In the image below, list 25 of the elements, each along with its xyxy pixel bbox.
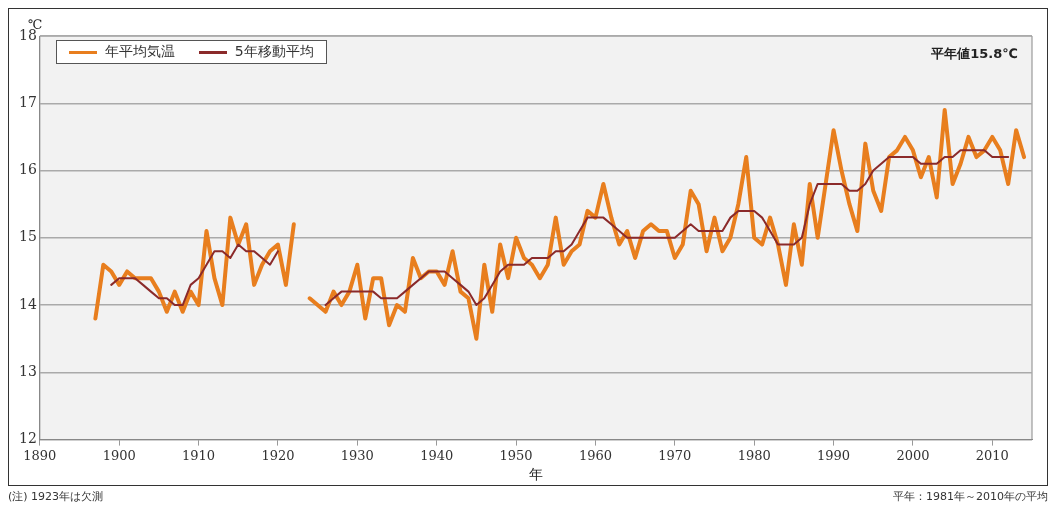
y-tick-label: 16 bbox=[18, 161, 37, 178]
x-tick-label: 1910 bbox=[182, 447, 216, 463]
x-tick-label: 1900 bbox=[102, 447, 136, 463]
x-tick-label: 1990 bbox=[817, 447, 851, 463]
x-axis-title: 年 bbox=[528, 466, 543, 483]
x-tick-label: 1930 bbox=[340, 447, 374, 463]
annotation: 平年値15.8℃ bbox=[930, 45, 1018, 61]
x-tick-label: 1920 bbox=[261, 447, 295, 463]
x-tick-label: 1970 bbox=[658, 447, 692, 463]
y-tick-label: 17 bbox=[18, 93, 37, 110]
text: (注) 1923年は欠測 bbox=[8, 489, 104, 504]
x-tick-label: 2000 bbox=[896, 447, 930, 463]
y-tick-label: 14 bbox=[18, 295, 37, 312]
text: 平年：1981年～2010年の平均 bbox=[893, 489, 1048, 504]
y-tick-label: 15 bbox=[18, 228, 37, 245]
x-tick-label: 1980 bbox=[737, 447, 771, 463]
y-tick-label: 13 bbox=[18, 362, 37, 379]
x-tick-label: 1940 bbox=[420, 447, 454, 463]
x-tick-label: 2010 bbox=[975, 447, 1009, 463]
x-tick-label: 1950 bbox=[499, 447, 533, 463]
legend-label: 年平均気温 bbox=[104, 43, 175, 61]
y-tick-label: 12 bbox=[18, 430, 37, 447]
legend-label: 5年移動平均 bbox=[234, 43, 314, 61]
x-tick-label: 1890 bbox=[23, 447, 57, 463]
x-tick-label: 1960 bbox=[578, 447, 612, 463]
